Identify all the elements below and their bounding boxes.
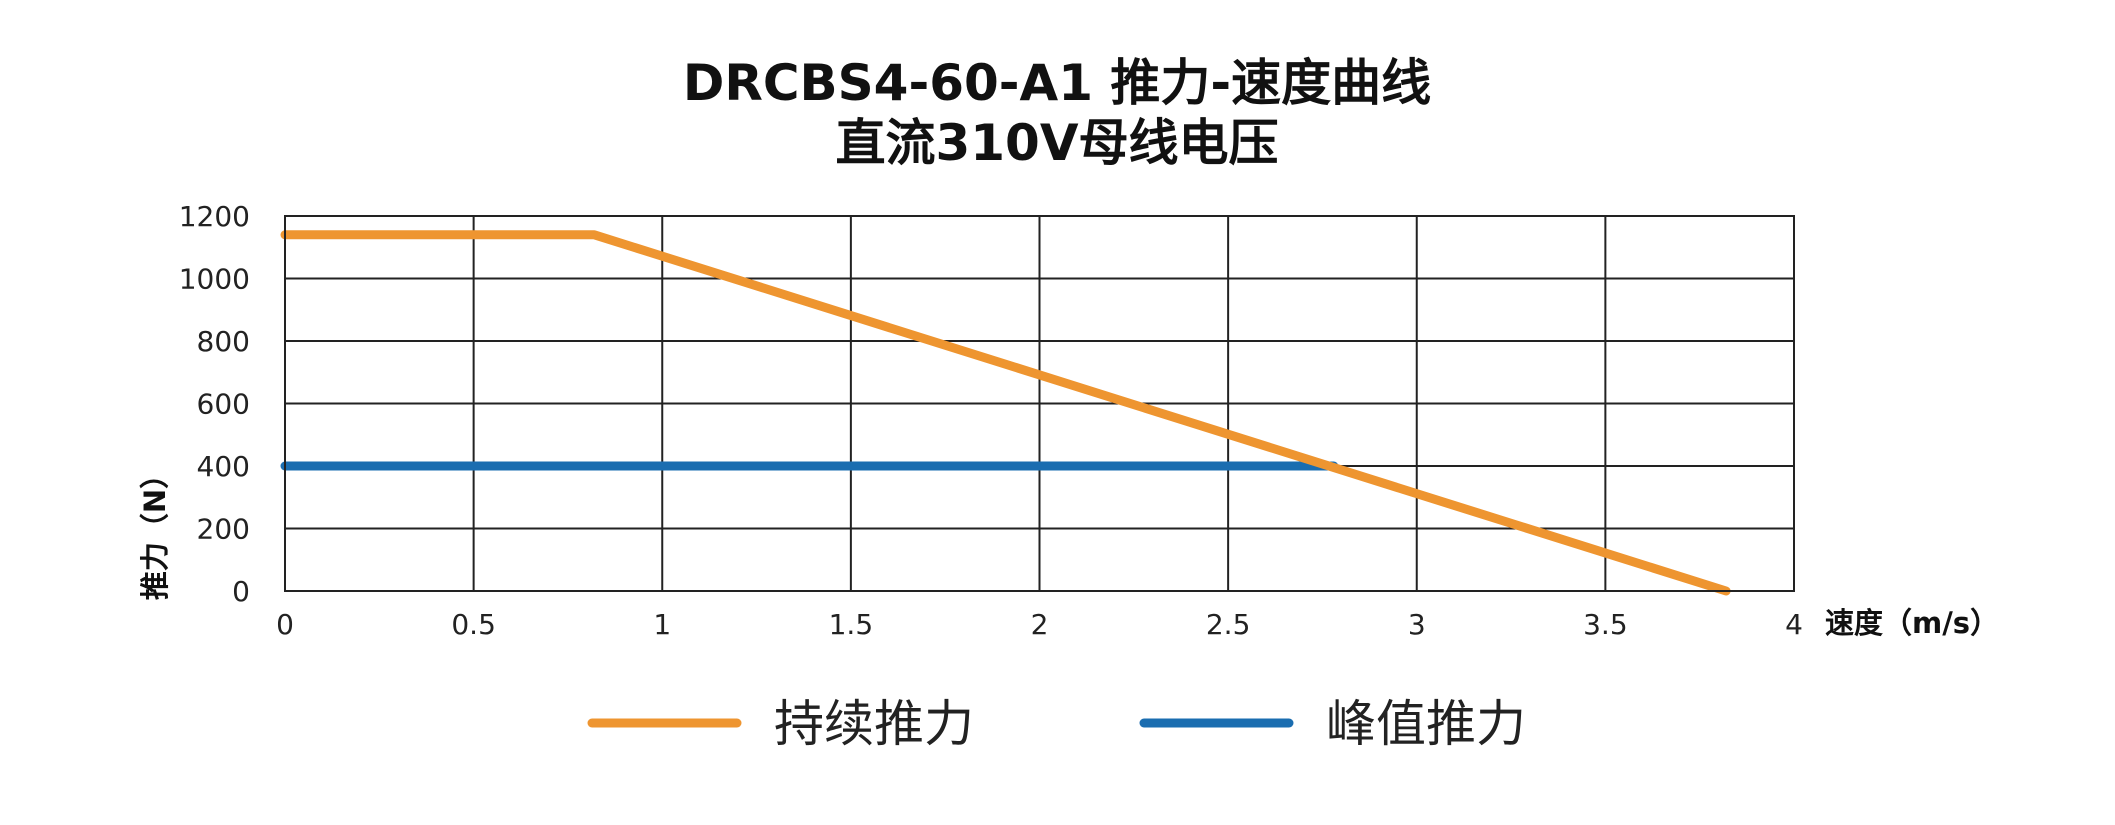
x-tick-label: 3.5 <box>1583 608 1628 641</box>
plot-frame <box>284 215 1795 592</box>
y-tick-label: 600 <box>197 388 250 421</box>
legend-label: 持续推力 <box>774 695 974 753</box>
y-tick-label: 800 <box>197 325 250 358</box>
y-tick-label: 400 <box>197 450 250 483</box>
x-tick-label: 2.5 <box>1206 608 1251 641</box>
legend-label: 峰值推力 <box>1326 695 1526 753</box>
y-axis-label: 推力（N） <box>138 460 172 600</box>
chart-subtitle: 直流310V母线电压 <box>835 114 1278 172</box>
x-tick-label: 4 <box>1785 608 1803 641</box>
legend: 持续推力 峰值推力 <box>587 695 1526 753</box>
x-tick-labels: 0 0.5 1 1.5 2 2.5 3 3.5 4 <box>276 608 1803 641</box>
y-tick-label: 200 <box>197 513 250 546</box>
x-axis-label: 速度（m/s） <box>1825 606 1999 640</box>
x-tick-label: 1.5 <box>829 608 874 641</box>
x-tick-label: 2 <box>1031 608 1049 641</box>
x-tick-label: 1 <box>653 608 671 641</box>
y-tick-label: 0 <box>232 575 250 608</box>
x-tick-label: 0 <box>276 608 294 641</box>
series-line <box>280 230 1731 596</box>
x-tick-label: 0.5 <box>451 608 496 641</box>
series-lines <box>280 230 1731 596</box>
y-tick-labels: 0 200 400 600 800 1000 1200 <box>179 200 250 608</box>
chart-title: DRCBS4-60-A1 推力-速度曲线 <box>683 54 1431 112</box>
x-tick-label: 3 <box>1408 608 1426 641</box>
y-tick-label: 1000 <box>179 263 250 296</box>
y-tick-label: 1200 <box>179 200 250 233</box>
grid-lines <box>284 215 1795 592</box>
